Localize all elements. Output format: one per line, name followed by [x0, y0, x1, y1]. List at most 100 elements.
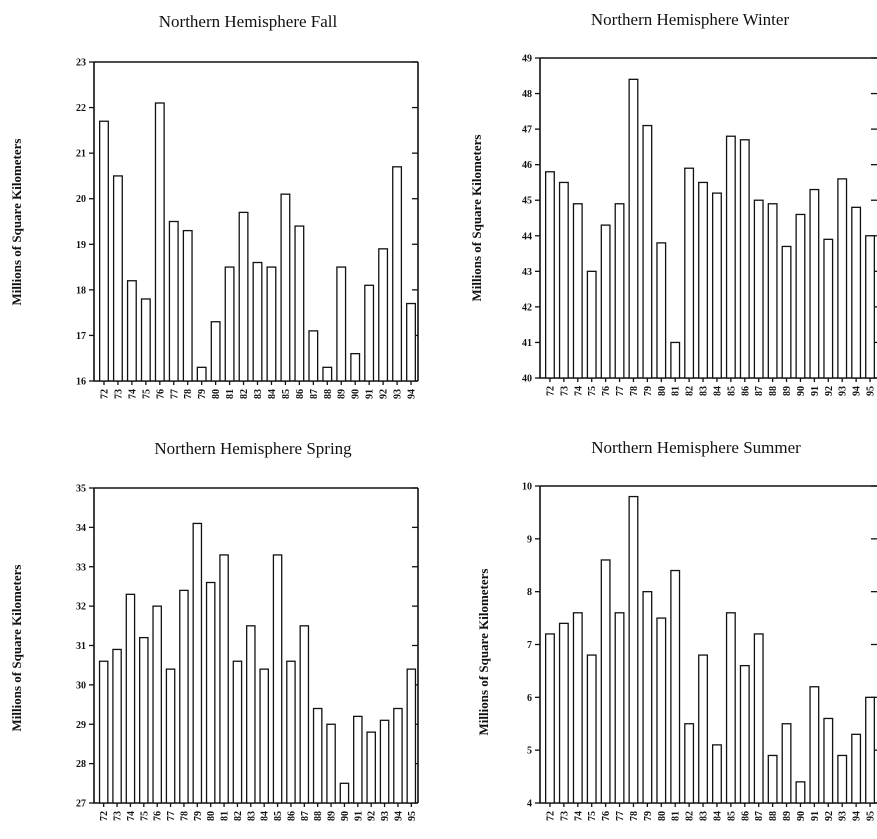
- bar-summer-80: [656, 617, 667, 804]
- x-tick-label-winter: 83: [699, 386, 710, 396]
- x-tick-label-fall: 89: [337, 389, 348, 399]
- x-tick-label-spring: 80: [206, 811, 217, 821]
- x-tick-label-spring: 81: [220, 811, 231, 821]
- x-tick-label-fall: 76: [155, 389, 166, 399]
- y-axis-label-spring: Millions of Square Kilometers: [9, 565, 24, 732]
- bar-winter-84: [711, 192, 722, 379]
- y-tick-label-summer: 4: [527, 799, 532, 810]
- y-tick-label-fall: 16: [76, 377, 86, 388]
- bar-fall-85: [280, 193, 291, 382]
- bar-summer-95: [865, 696, 876, 804]
- x-tick-label-summer: 89: [782, 811, 793, 821]
- x-tick-label-summer: 87: [754, 811, 765, 821]
- bar-winter-94: [851, 206, 862, 379]
- bar-spring-85: [272, 554, 283, 804]
- x-tick-label-spring: 89: [327, 811, 338, 821]
- x-tick-label-winter: 87: [754, 386, 765, 396]
- bar-spring-84: [259, 668, 269, 804]
- y-tick-label-winter: 45: [522, 196, 532, 207]
- x-tick-label-fall: 82: [239, 389, 250, 399]
- chart-title-summer: Northern Hemisphere Summer: [591, 438, 801, 457]
- bar-spring-73: [112, 648, 122, 804]
- x-tick-label-spring: 82: [233, 811, 244, 821]
- bar-winter-77: [614, 203, 625, 379]
- bar-winter-75: [586, 270, 597, 379]
- x-tick-label-spring: 86: [286, 811, 297, 821]
- x-tick-label-fall: 72: [99, 389, 110, 399]
- y-tick-label-summer: 9: [527, 534, 532, 545]
- y-tick-label-spring: 33: [76, 562, 86, 573]
- bar-summer-83: [698, 654, 709, 804]
- bar-summer-82: [684, 723, 695, 804]
- bar-spring-81: [219, 554, 229, 804]
- bar-summer-75: [586, 654, 597, 804]
- bar-summer-87: [753, 633, 764, 804]
- y-tick-label-winter: 43: [522, 267, 532, 278]
- x-tick-label-summer: 72: [545, 811, 556, 821]
- bar-fall-79: [196, 366, 207, 382]
- bar-spring-90: [339, 782, 350, 804]
- x-tick-label-summer: 75: [587, 811, 598, 821]
- bar-fall-83: [252, 261, 263, 382]
- bar-spring-79: [192, 522, 203, 804]
- bar-winter-78: [628, 78, 639, 379]
- x-tick-label-winter: 73: [559, 386, 570, 396]
- y-tick-label-spring: 34: [76, 523, 86, 534]
- y-tick-label-spring: 35: [76, 484, 86, 495]
- x-tick-label-fall: 73: [113, 389, 124, 399]
- x-tick-label-spring: 74: [126, 811, 137, 821]
- bar-spring-89: [326, 723, 336, 804]
- bar-spring-94: [393, 707, 403, 804]
- x-tick-label-fall: 91: [365, 389, 376, 399]
- bar-winter-85: [725, 135, 736, 379]
- x-tick-label-fall: 92: [379, 389, 390, 399]
- bar-winter-74: [572, 203, 583, 379]
- x-tick-label-spring: 94: [393, 811, 404, 821]
- bar-winter-83: [698, 181, 709, 379]
- chart-title-winter: Northern Hemisphere Winter: [591, 10, 790, 29]
- bar-summer-84: [711, 744, 722, 804]
- x-tick-label-winter: 78: [629, 386, 640, 396]
- bar-spring-74: [125, 593, 136, 804]
- y-tick-label-summer: 5: [527, 746, 532, 757]
- bar-fall-88: [322, 366, 333, 382]
- y-tick-label-fall: 18: [76, 285, 86, 296]
- x-tick-label-fall: 79: [197, 389, 208, 399]
- y-tick-label-spring: 29: [76, 720, 86, 731]
- x-tick-label-summer: 94: [852, 811, 863, 821]
- bar-spring-82: [232, 660, 243, 804]
- y-tick-label-winter: 49: [522, 54, 532, 65]
- bar-winter-90: [795, 213, 806, 379]
- y-tick-label-summer: 8: [527, 587, 532, 598]
- x-tick-label-summer: 74: [573, 811, 584, 821]
- bar-summer-74: [572, 612, 583, 804]
- bar-winter-93: [837, 178, 848, 379]
- x-tick-label-winter: 93: [838, 386, 849, 396]
- bar-summer-86: [739, 664, 750, 804]
- x-tick-label-fall: 90: [351, 389, 362, 399]
- y-tick-label-spring: 32: [76, 602, 86, 613]
- bar-winter-72: [544, 171, 555, 379]
- bar-fall-89: [336, 266, 347, 382]
- x-tick-label-fall: 83: [253, 389, 264, 399]
- x-tick-label-winter: 81: [671, 386, 682, 396]
- y-tick-label-winter: 44: [522, 231, 532, 242]
- bar-summer-89: [781, 723, 792, 804]
- y-axis-label-fall: Millions of Square Kilometers: [9, 139, 24, 306]
- x-tick-label-summer: 80: [657, 811, 668, 821]
- y-tick-label-spring: 31: [76, 641, 86, 652]
- bar-summer-72: [544, 633, 555, 804]
- bar-fall-92: [378, 248, 389, 382]
- bar-fall-86: [294, 225, 305, 382]
- x-tick-label-fall: 75: [141, 389, 152, 399]
- x-tick-label-spring: 72: [99, 811, 110, 821]
- x-tick-label-winter: 86: [740, 386, 751, 396]
- y-tick-label-fall: 20: [76, 194, 86, 205]
- bar-spring-77: [165, 668, 176, 804]
- y-tick-label-summer: 10: [522, 482, 532, 493]
- x-tick-label-summer: 90: [796, 811, 807, 821]
- x-tick-label-spring: 73: [113, 811, 124, 821]
- y-tick-label-spring: 28: [76, 759, 86, 770]
- x-tick-label-winter: 80: [657, 386, 668, 396]
